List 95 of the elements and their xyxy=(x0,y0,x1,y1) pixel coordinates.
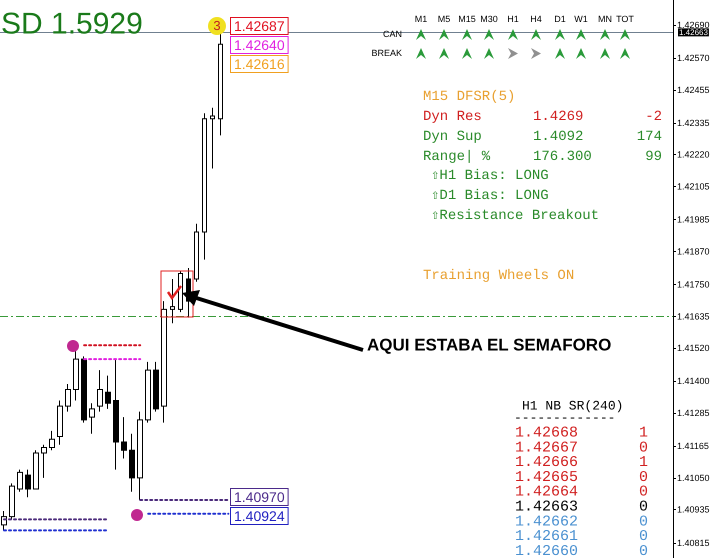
candlestick xyxy=(9,482,15,520)
annotation: H1 NB SR(240) xyxy=(522,398,624,414)
annotation: 0 xyxy=(638,542,648,558)
annotation: 0 xyxy=(638,513,648,530)
y-tick-label: 1.40935 xyxy=(677,504,710,515)
annotation: TOT xyxy=(616,14,634,24)
annotation: 1.42665 xyxy=(515,468,578,486)
y-tick-label: 1.41635 xyxy=(677,311,710,322)
candlestick xyxy=(121,416,127,460)
y-tick-label: 1.42220 xyxy=(677,150,710,160)
annotation: 1 xyxy=(638,424,648,442)
candlestick xyxy=(153,361,159,412)
annotation: H1 xyxy=(507,14,519,24)
annotation: 0 xyxy=(638,484,648,501)
y-tick-label: 1.41285 xyxy=(677,408,710,418)
annotation: 1.42616 xyxy=(234,56,285,72)
annotation: 1.4269 xyxy=(533,109,584,125)
candlestick xyxy=(41,444,47,478)
annotation: 1.42687 xyxy=(234,18,285,34)
annotation: M15 DFSR(5) xyxy=(423,89,516,105)
annotation: 1.42667 xyxy=(515,439,578,456)
annotation: 1.42666 xyxy=(515,454,578,472)
annotation: M5 xyxy=(438,14,450,24)
annotation: Dyn Sup xyxy=(423,129,482,145)
y-tick-label: 1.41050 xyxy=(677,472,710,483)
annotation: 0 xyxy=(638,468,648,486)
annotation: D1 xyxy=(554,14,566,24)
annotation: 1.42664 xyxy=(515,484,578,501)
annotation: M1 xyxy=(414,14,428,24)
y-tick-label: 1.42570 xyxy=(677,53,710,64)
candlestick xyxy=(218,32,223,136)
annotation: 1.42640 xyxy=(234,37,285,53)
candlestick xyxy=(81,356,87,424)
candlestick xyxy=(129,433,135,492)
annotation: AQUI ESTABA EL SEMAFORO xyxy=(367,336,612,354)
y-tick-label: 1.42335 xyxy=(677,118,710,128)
annotation: 0 xyxy=(638,439,648,456)
ref-line-label: 1.42663 xyxy=(679,28,708,37)
annotation: 1.42663 xyxy=(515,498,578,516)
y-tick-label: 1.40815 xyxy=(677,538,710,548)
annotation: Training Wheels ON xyxy=(423,268,574,284)
y-tick-label: 1.41985 xyxy=(677,214,710,225)
y-tick-label: 1.41750 xyxy=(677,280,710,290)
annotation: 1.4092 xyxy=(533,129,584,145)
annotation: 1.42661 xyxy=(515,528,578,546)
annotation: ⇧H1 Bias: LONG xyxy=(431,168,549,184)
candlestick xyxy=(210,107,215,170)
annotation: Range| % xyxy=(423,149,491,165)
annotation: BREAK xyxy=(371,48,402,58)
annotation: 99 xyxy=(645,149,662,165)
y-tick-label: 1.41870 xyxy=(677,246,710,256)
annotation: M15 xyxy=(458,14,476,24)
candlestick xyxy=(89,402,95,434)
annotation: 1.42662 xyxy=(515,513,578,530)
candlestick xyxy=(178,270,183,313)
candlestick xyxy=(97,370,103,412)
annotation: Dyn Res xyxy=(423,109,482,125)
candlestick xyxy=(170,278,175,324)
candlestick xyxy=(33,450,39,490)
candlestick xyxy=(194,223,199,282)
annotation: M30 xyxy=(480,14,498,24)
annotation: 1.42660 xyxy=(515,542,578,558)
annotation: 0 xyxy=(638,498,648,516)
annotation: 1.40970 xyxy=(234,489,285,505)
annotation: ⇧D1 Bias: LONG xyxy=(431,188,549,204)
annotation: 0 xyxy=(638,528,648,546)
candlestick xyxy=(145,361,151,424)
candlestick xyxy=(202,112,207,260)
annotation: 1 xyxy=(638,454,648,472)
candlestick xyxy=(73,350,79,402)
candlestick xyxy=(25,469,31,498)
candlestick xyxy=(105,375,111,410)
annotation: ⇧Resistance Breakout xyxy=(431,208,600,224)
candlestick xyxy=(113,358,119,470)
annotation: 1.42668 xyxy=(515,424,578,442)
y-tick-label: 1.42105 xyxy=(677,181,710,192)
annotation: H4 xyxy=(530,14,542,24)
annotation: -2 xyxy=(645,109,662,125)
annotation: W1 xyxy=(574,14,588,24)
candlestick xyxy=(17,469,23,492)
candlestick xyxy=(65,383,71,412)
y-tick-label: 1.42690 xyxy=(677,20,710,30)
candlestick xyxy=(137,411,143,500)
y-tick-label: 1.42455 xyxy=(677,84,710,95)
annotation: MN xyxy=(598,14,612,24)
candlestick xyxy=(161,300,167,424)
y-tick-label: 1.41400 xyxy=(677,376,710,386)
candlestick xyxy=(49,430,55,451)
y-tick-label: 1.41165 xyxy=(677,441,709,452)
annotation: 1.40924 xyxy=(234,508,285,524)
candlestick xyxy=(57,400,63,446)
annotation: 176.300 xyxy=(533,149,592,165)
numbered-badge: 3 xyxy=(208,17,226,35)
y-tick-label: 1.41520 xyxy=(677,343,710,354)
annotation: 174 xyxy=(636,129,662,145)
